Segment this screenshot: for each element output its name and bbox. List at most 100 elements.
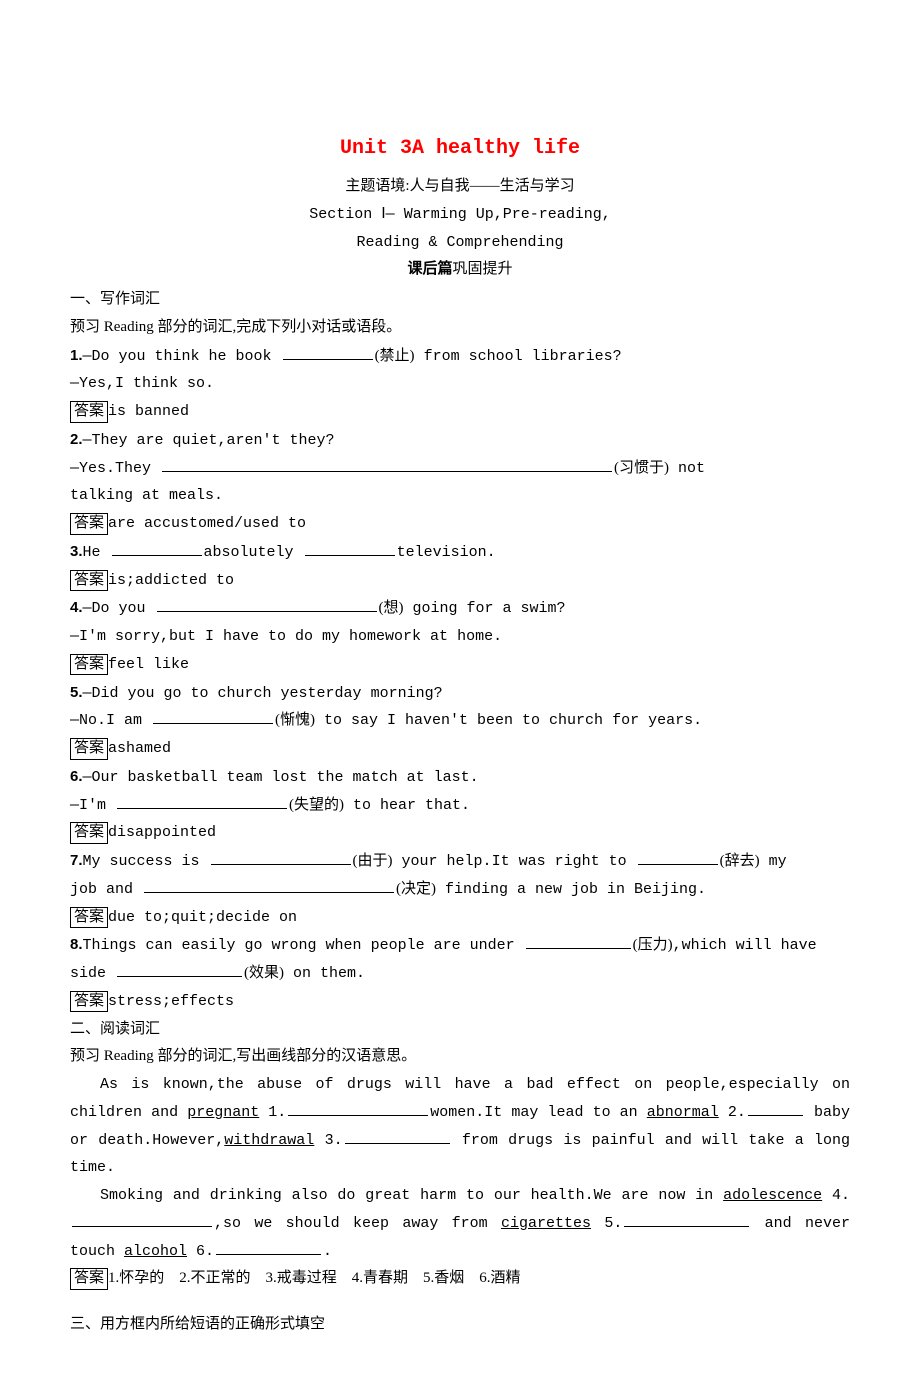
p1-a: As is known,the abuse of drugs will have… xyxy=(100,1076,850,1093)
q4-blank xyxy=(157,597,377,612)
p1-n1: 1. xyxy=(259,1104,286,1121)
q6-line1: 6.—Our basketball team lost the match at… xyxy=(70,763,850,792)
q3-number: 3. xyxy=(70,543,83,560)
answer-label: 答案 xyxy=(70,822,108,844)
post-class-rest: 巩固提升 xyxy=(453,261,513,278)
q8-number: 8. xyxy=(70,936,83,953)
q6-answer-row: 答案disappointed xyxy=(70,819,850,847)
q8-text-c: side xyxy=(70,965,115,982)
q4-text-b: going for a swim? xyxy=(404,600,566,617)
q6-line2: —I'm (失望的) to hear that. xyxy=(70,792,850,820)
q3-blank2 xyxy=(305,541,395,556)
section-3-heading: 三、用方框内所给短语的正确形式填空 xyxy=(70,1311,850,1339)
q1-hint: (禁止) xyxy=(375,348,415,364)
q7-hint1: (由于) xyxy=(353,853,393,869)
p1-underline-3: withdrawal xyxy=(224,1132,314,1149)
q7-answer-row: 答案due to;quit;decide on xyxy=(70,904,850,932)
q6-text-a: —Our basketball team lost the match at l… xyxy=(83,769,479,786)
p2-underline-5: cigarettes xyxy=(501,1215,591,1232)
q1-text-b: from school libraries? xyxy=(415,348,622,365)
q7-line1: 7.My success is (由于) your help.It was ri… xyxy=(70,847,850,876)
q7-answer: due to;quit;decide on xyxy=(108,909,297,926)
spacer xyxy=(70,1293,850,1311)
post-class-heading: 课后篇巩固提升 xyxy=(70,256,850,284)
q2-answer-row: 答案are accustomed/used to xyxy=(70,510,850,538)
section-2-answer-row: 答案1.怀孕的 2.不正常的 3.戒毒过程 4.青春期 5.香烟 6.酒精 xyxy=(70,1265,850,1293)
p1-blank1 xyxy=(288,1101,428,1116)
post-class-bold: 课后篇 xyxy=(407,261,452,278)
p2-n6: 6. xyxy=(187,1243,214,1260)
q8-text-a: Things can easily go wrong when people a… xyxy=(83,937,524,954)
q2-text-a: —They are quiet,aren't they? xyxy=(83,432,335,449)
q2-text-b: —Yes.They xyxy=(70,460,160,477)
q4-number: 4. xyxy=(70,599,83,616)
q5-answer-row: 答案ashamed xyxy=(70,735,850,763)
q5-text-b: —No.I am xyxy=(70,712,151,729)
section-2-heading: 二、阅读词汇 xyxy=(70,1016,850,1044)
reading-para-1: As is known,the abuse of drugs will have… xyxy=(70,1071,850,1182)
q7-blank2 xyxy=(638,850,718,865)
q3-text-c: television. xyxy=(397,544,496,561)
p2-d: touch xyxy=(70,1243,124,1260)
q6-hint: (失望的) xyxy=(289,797,344,813)
p2-underline-4: adolescence xyxy=(723,1187,822,1204)
q8-line2: side (效果) on them. xyxy=(70,960,850,988)
q4-line1: 4.—Do you (想) going for a swim? xyxy=(70,594,850,623)
p1-underline-2: abnormal xyxy=(647,1104,719,1121)
answer-label: 答案 xyxy=(70,738,108,760)
q4-reply: —I'm sorry,but I have to do my homework … xyxy=(70,623,850,651)
q7-blank1 xyxy=(211,850,351,865)
p2-c: and never xyxy=(751,1215,850,1232)
answer-label: 答案 xyxy=(70,570,108,592)
section-1-heading: 一、写作词汇 xyxy=(70,286,850,314)
q3-text-b: absolutely xyxy=(204,544,303,561)
p2-underline-6: alcohol xyxy=(124,1243,187,1260)
q6-answer: disappointed xyxy=(108,824,216,841)
theme-subtitle: 主题语境:人与自我——生活与学习 xyxy=(70,173,850,201)
p1-c: women.It may lead to an xyxy=(430,1104,646,1121)
section-line-2: Reading & Comprehending xyxy=(70,229,850,257)
p2-blank4 xyxy=(72,1212,212,1227)
unit-title: Unit 3A healthy life xyxy=(70,130,850,167)
q3-answer: is;addicted to xyxy=(108,572,234,589)
q7-number: 7. xyxy=(70,852,83,869)
answer-label: 答案 xyxy=(70,1268,108,1290)
q5-blank xyxy=(153,709,273,724)
q5-answer: ashamed xyxy=(108,740,171,757)
section-2-answers: 1.怀孕的 2.不正常的 3.戒毒过程 4.青春期 5.香烟 6.酒精 xyxy=(108,1270,521,1286)
q5-hint: (惭愧) xyxy=(275,712,315,728)
q6-number: 6. xyxy=(70,768,83,785)
q4-text-a: —Do you xyxy=(83,600,155,617)
q4-answer: feel like xyxy=(108,656,189,673)
p2-n4: 4. xyxy=(832,1187,850,1204)
q4-hint: (想) xyxy=(379,600,404,616)
q7-text-d: job and xyxy=(70,881,142,898)
q2-line1: 2.—They are quiet,aren't they? xyxy=(70,426,850,455)
q7-text-e: finding a new job in Beijing. xyxy=(436,881,706,898)
section-1-instruction: 预习 Reading 部分的词汇,完成下列小对话或语段。 xyxy=(70,314,850,342)
q7-text-c: my xyxy=(760,853,787,870)
q5-line1: 5.—Did you go to church yesterday mornin… xyxy=(70,679,850,708)
q1-line1: 1.—Do you think he book (禁止) from school… xyxy=(70,342,850,371)
q7-blank3 xyxy=(144,878,394,893)
answer-label: 答案 xyxy=(70,513,108,535)
answer-label: 答案 xyxy=(70,991,108,1013)
q3-blank1 xyxy=(112,541,202,556)
section-2-instruction: 预习 Reading 部分的词汇,写出画线部分的汉语意思。 xyxy=(70,1043,850,1071)
q2-answer: are accustomed/used to xyxy=(108,515,306,532)
q6-text-c: to hear that. xyxy=(344,797,470,814)
p1-blank3 xyxy=(345,1129,450,1144)
p1-n2: 2. xyxy=(719,1104,746,1121)
p1-b: children and xyxy=(70,1104,187,1121)
q6-text-b: —I'm xyxy=(70,797,115,814)
q2-line3: talking at meals. xyxy=(70,482,850,510)
q6-blank xyxy=(117,794,287,809)
q8-text-b: ,which will have xyxy=(673,937,817,954)
q2-line2: —Yes.They (习惯于) not xyxy=(70,455,850,483)
q1-number: 1. xyxy=(70,347,83,364)
p1-e: from drugs is painful and will take xyxy=(452,1132,785,1149)
q5-text-a: —Did you go to church yesterday morning? xyxy=(83,685,443,702)
answer-label: 答案 xyxy=(70,654,108,676)
q2-blank xyxy=(162,457,612,472)
section-line-1: Section Ⅰ— Warming Up,Pre-reading, xyxy=(70,201,850,229)
